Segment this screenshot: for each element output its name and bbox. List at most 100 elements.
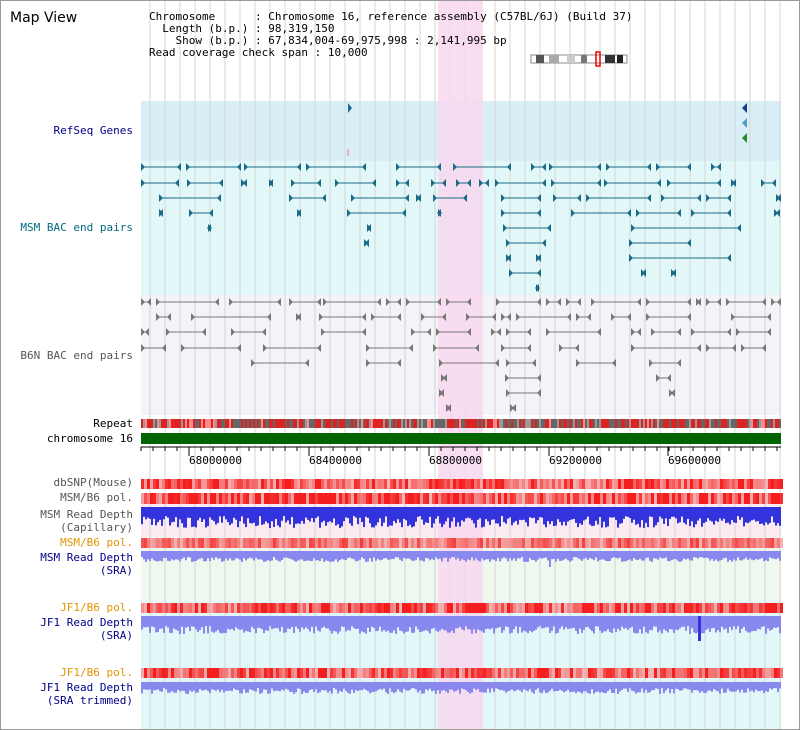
- jf1-sra-depth-bar: [487, 616, 489, 629]
- track-label-repeat[interactable]: Repeat: [93, 417, 133, 430]
- msm-b6-pol2-heat-cell: [567, 538, 570, 548]
- msm-b6-pol-heat-cell: [426, 493, 429, 504]
- msm-sra-depth-bar: [465, 551, 467, 562]
- dbsnp-heat-cell: [303, 479, 306, 489]
- msm-b6-pol-heat-cell: [657, 493, 660, 504]
- repeat-segment: [651, 419, 653, 428]
- repeat-segment: [423, 419, 425, 428]
- repeat-segment: [753, 419, 755, 428]
- msm-b6-pol2-heat-cell: [486, 538, 489, 548]
- msm-bac-pair-end: [362, 163, 366, 171]
- jf1-b6-pol2-heat-cell: [402, 668, 405, 678]
- jf1-trim-depth-bar: [543, 682, 545, 691]
- repeat-segment: [665, 419, 667, 428]
- msm-b6-pol2-heat-cell: [186, 538, 189, 548]
- msm-b6-pol-heat-cell: [303, 493, 306, 504]
- b6n-bac-pair-end: [516, 313, 520, 321]
- msm-cap-depth-bar: [459, 507, 461, 527]
- jf1-b6-pol2-heat-cell: [522, 668, 525, 678]
- track-label-b6n-bac[interactable]: B6N BAC end pairs: [20, 349, 133, 362]
- jf1-trim-depth-bar: [605, 682, 607, 694]
- jf1-trim-depth-bar: [357, 682, 359, 692]
- repeat-segment: [671, 419, 673, 428]
- jf1-sra-depth-bar: [339, 616, 341, 632]
- msm-sra-depth-bar: [761, 551, 763, 558]
- msm-cap-depth-bar: [613, 507, 615, 518]
- msm-bac-pair-end: [717, 163, 721, 171]
- jf1-sra-depth-bar: [285, 616, 287, 633]
- msm-b6-pol2-heat-cell: [465, 538, 468, 548]
- repeat-segment: [155, 419, 157, 428]
- dbsnp-heat-cell: [195, 479, 198, 489]
- repeat-segment: [269, 419, 271, 428]
- jf1-b6-pol2-heat-cell: [507, 668, 510, 678]
- track-label-jf1-depth-1[interactable]: JF1 Read Depth: [40, 616, 133, 629]
- jf1-sra-depth-bar: [505, 616, 507, 627]
- track-label-jf1-depth-trim-1[interactable]: JF1 Read Depth: [40, 681, 133, 694]
- jf1-sra-depth-bar: [611, 616, 613, 634]
- msm-b6-pol-heat-cell: [567, 493, 570, 504]
- track-label-msm-depth-sra-1[interactable]: MSM Read Depth: [40, 551, 133, 564]
- msm-cap-depth-bar: [381, 507, 383, 527]
- msm-b6-pol2-heat-cell: [534, 538, 537, 548]
- jf1-b6-pol2-heat-cell: [336, 668, 339, 678]
- dbsnp-heat-cell: [360, 479, 363, 489]
- dbsnp-heat-cell: [294, 479, 297, 489]
- msm-sra-depth-bar: [617, 551, 619, 559]
- track-label-dbsnp[interactable]: dbSNP(Mouse): [53, 476, 133, 489]
- jf1-sra-depth-bar: [575, 616, 577, 631]
- msm-b6-pol-heat-cell: [240, 493, 243, 504]
- msm-b6-pol-heat-cell: [396, 493, 399, 504]
- repeat-segment: [363, 419, 365, 428]
- track-label-chromosome[interactable]: chromosome 16: [46, 432, 133, 445]
- track-label-refseq[interactable]: RefSeq Genes: [53, 124, 133, 137]
- msm-cap-depth-bar: [267, 507, 269, 524]
- dbsnp-heat-cell: [747, 479, 750, 489]
- msm-b6-pol2-heat-cell: [582, 538, 585, 548]
- msm-cap-depth-bar: [209, 507, 211, 518]
- msm-sra-depth-bar: [311, 551, 313, 562]
- jf1-b6-pol2-heat-cell: [204, 668, 207, 678]
- jf1-sra-depth-bar: [259, 616, 261, 629]
- dbsnp-heat-cell: [246, 479, 249, 489]
- jf1-b6-pol2-heat-cell: [234, 668, 237, 678]
- jf1-b6-pol-heat-cell: [246, 603, 249, 613]
- msm-cap-depth-bar: [391, 507, 393, 526]
- jf1-trim-depth-bar: [441, 682, 443, 691]
- jf1-b6-pol-heat-cell: [324, 603, 327, 613]
- jf1-trim-depth-bar: [611, 682, 613, 693]
- msm-b6-pol-heat-cell: [435, 493, 438, 504]
- jf1-sra-depth-bar: [621, 616, 623, 627]
- dbsnp-heat-cell: [144, 479, 147, 489]
- repeat-segment: [487, 419, 489, 428]
- track-label-msm-b6-pol-1[interactable]: MSM/B6 pol.: [60, 491, 133, 504]
- msm-sra-depth-bar: [671, 551, 673, 560]
- msm-b6-pol-heat-cell: [510, 493, 513, 504]
- jf1-trim-depth-bar: [245, 682, 247, 693]
- jf1-trim-depth-bar: [469, 682, 471, 694]
- jf1-b6-pol2-heat-cell: [681, 668, 684, 678]
- b6n-bac-pair-end: [305, 359, 309, 367]
- repeat-segment: [379, 419, 381, 428]
- track-label-msm-b6-pol-2[interactable]: MSM/B6 pol.: [60, 536, 133, 549]
- track-label-msm-depth-cap-1[interactable]: MSM Read Depth: [40, 508, 133, 521]
- msm-b6-pol-heat-cell: [273, 493, 276, 504]
- repeat-segment: [311, 419, 313, 428]
- msm-b6-pol2-heat-cell: [237, 538, 240, 548]
- track-label-msm-bac[interactable]: MSM BAC end pairs: [20, 221, 133, 234]
- jf1-trim-depth-bar: [577, 682, 579, 692]
- b6n-bac-pair-end: [443, 374, 447, 382]
- msm-cap-depth-bar: [623, 507, 625, 519]
- jf1-sra-depth-bar: [757, 616, 759, 629]
- track-label-jf1-b6-pol-1[interactable]: JF1/B6 pol.: [60, 601, 133, 614]
- track-label-jf1-b6-pol-2[interactable]: JF1/B6 pol.: [60, 666, 133, 679]
- jf1-b6-pol-heat-cell: [282, 603, 285, 613]
- jf1-trim-depth-bar: [617, 682, 619, 694]
- jf1-sra-depth-bar: [727, 616, 729, 633]
- msm-sra-depth-bar: [395, 551, 397, 558]
- repeat-segment: [561, 419, 563, 428]
- dbsnp-heat-cell: [648, 479, 651, 489]
- repeat-segment: [323, 419, 325, 428]
- msm-bac-pair-end: [636, 209, 640, 217]
